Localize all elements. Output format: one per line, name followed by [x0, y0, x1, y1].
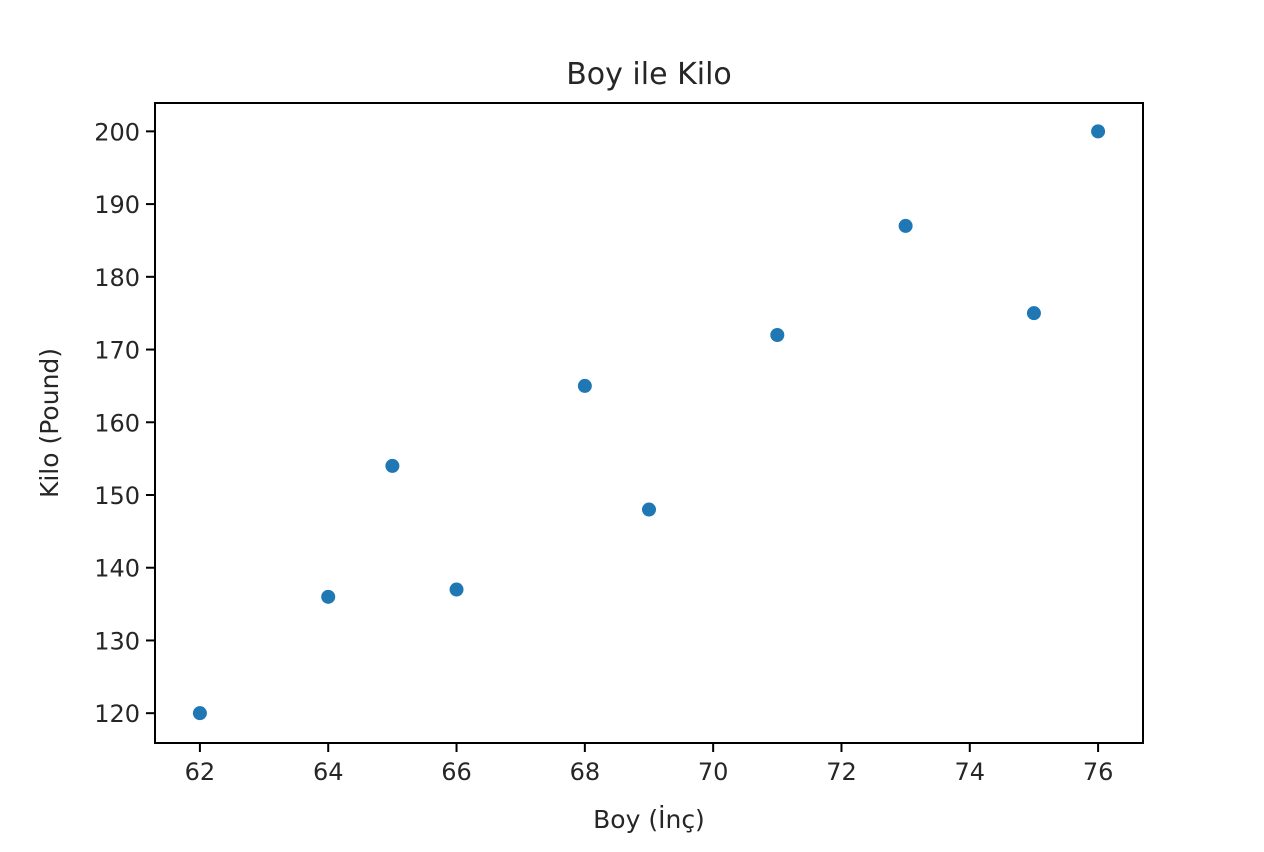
x-tick-label: 64	[313, 758, 344, 786]
y-tick-label: 140	[94, 555, 140, 583]
y-tick-label: 200	[94, 118, 140, 146]
y-tick-label: 150	[94, 482, 140, 510]
y-tick-label: 170	[94, 337, 140, 365]
data-point	[642, 502, 656, 517]
x-axis-label: Boy (İnç)	[593, 805, 705, 834]
x-tick-label: 70	[698, 758, 729, 786]
x-tick-label: 76	[1083, 758, 1114, 786]
y-axis-label: Kilo (Pound)	[35, 348, 64, 498]
chart-title: Boy ile Kilo	[566, 57, 732, 92]
data-point	[898, 218, 913, 233]
data-point	[770, 328, 785, 342]
data-point	[1091, 124, 1106, 139]
x-tick-label: 66	[441, 758, 472, 786]
data-point	[1026, 306, 1041, 321]
x-tick-label: 74	[955, 758, 986, 786]
x-tick-label: 62	[185, 758, 216, 786]
y-tick-label: 130	[94, 627, 140, 655]
plot-frame	[154, 102, 1144, 744]
y-tick-label: 160	[94, 409, 140, 437]
x-tick-label: 68	[570, 758, 601, 786]
data-point	[577, 378, 592, 393]
data-point	[321, 589, 336, 604]
y-tick-label: 120	[94, 700, 140, 728]
data-point	[449, 582, 464, 597]
x-tick-label: 72	[826, 758, 857, 786]
y-tick-label: 180	[94, 264, 140, 292]
data-point	[192, 706, 207, 721]
y-tick-label: 190	[94, 191, 140, 219]
data-point	[385, 458, 400, 473]
